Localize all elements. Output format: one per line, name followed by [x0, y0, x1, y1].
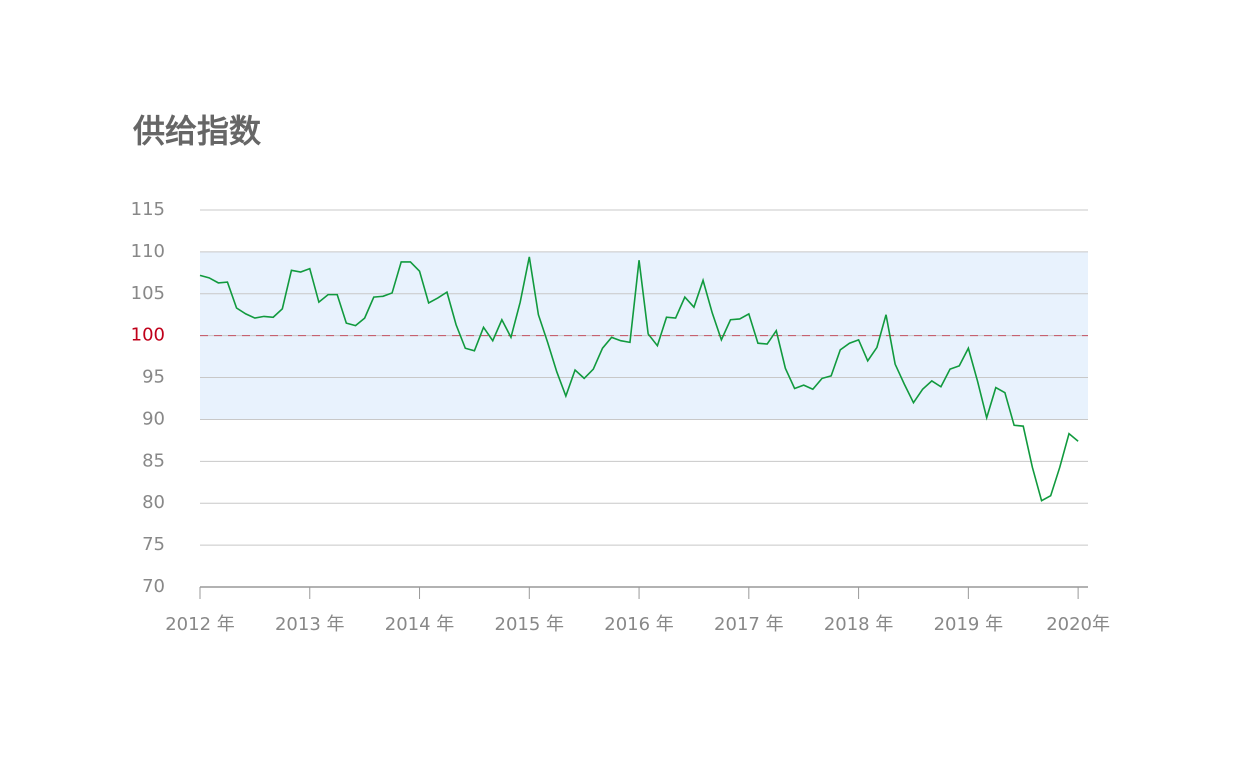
y-tick-label: 100 [131, 325, 165, 346]
x-tick-label: 2013 年 [275, 614, 345, 635]
x-tick-label: 2014 年 [385, 614, 455, 635]
y-tick-label: 70 [142, 576, 165, 597]
x-tick-label: 2017 年 [714, 614, 784, 635]
chart-title: 供给指数 [133, 112, 262, 150]
x-tick-label: 2012 年 [165, 614, 235, 635]
x-tick-label: 2018 年 [824, 614, 894, 635]
y-tick-label: 85 [142, 450, 165, 471]
line [199, 256, 1079, 502]
y-tick-label: 115 [131, 199, 165, 220]
y-tick-label: 95 [142, 367, 165, 388]
x-tick-label: 2020年 [1046, 614, 1110, 635]
y-tick-label: 75 [142, 534, 165, 555]
y-tick-label: 105 [131, 283, 165, 304]
x-tick-label: 2016 年 [604, 614, 674, 635]
y-tick-label: 80 [142, 492, 165, 513]
x-tick-label: 2015 年 [495, 614, 565, 635]
x-tick-label: 2019 年 [934, 614, 1004, 635]
y-tick-label: 110 [131, 241, 165, 262]
y-tick-label: 90 [142, 408, 165, 429]
